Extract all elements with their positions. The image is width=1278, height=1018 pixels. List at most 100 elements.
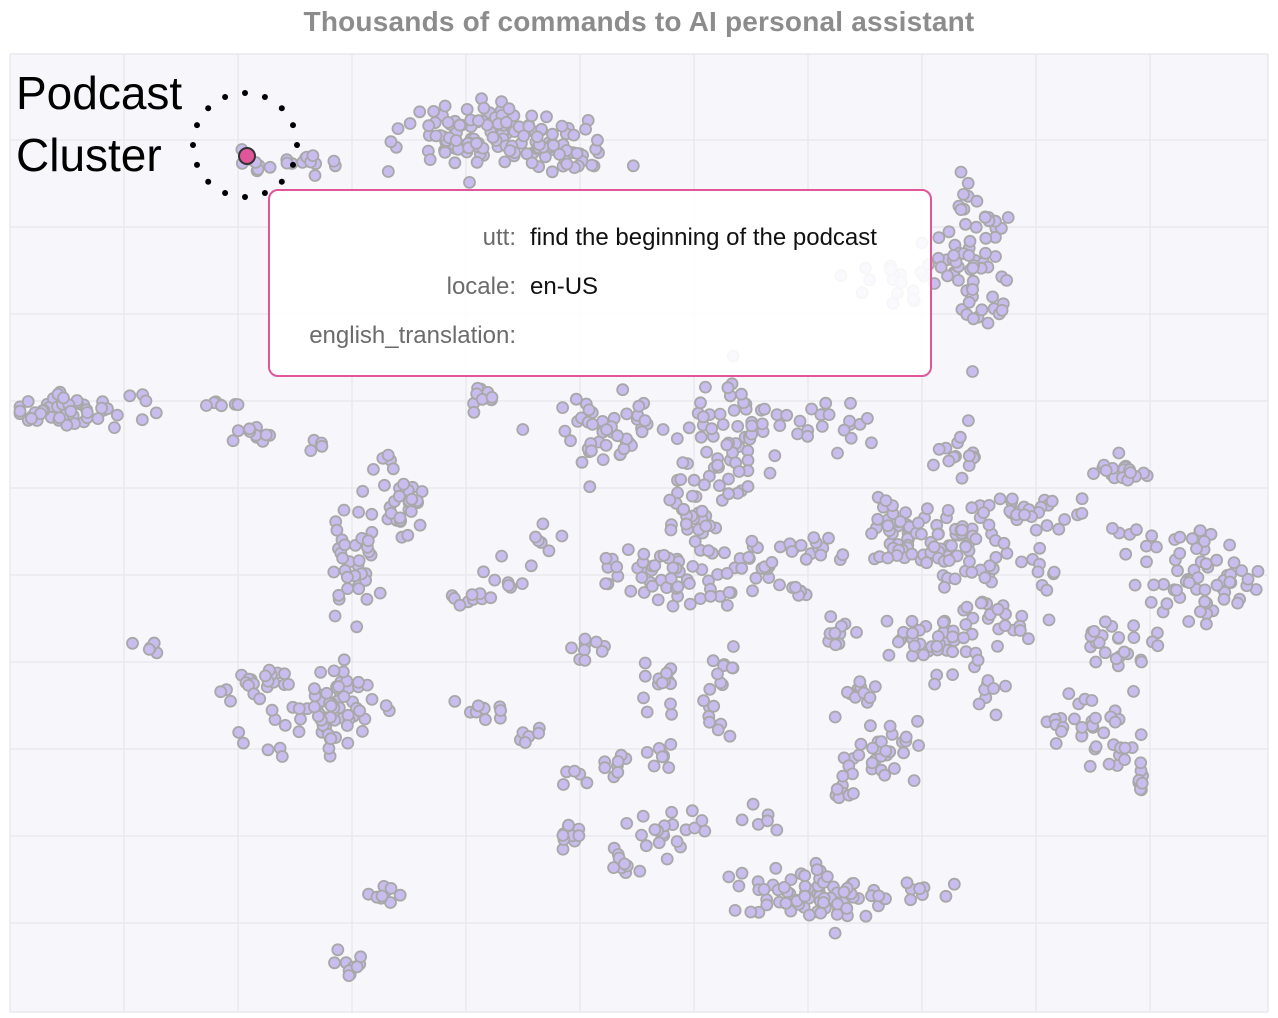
data-point[interactable] bbox=[545, 165, 559, 179]
data-point[interactable] bbox=[906, 626, 919, 640]
data-point[interactable] bbox=[610, 560, 624, 574]
data-point[interactable] bbox=[744, 905, 758, 919]
data-point[interactable] bbox=[946, 630, 959, 644]
data-point[interactable] bbox=[306, 149, 320, 163]
data-point[interactable] bbox=[1128, 578, 1142, 592]
data-point[interactable] bbox=[998, 619, 1012, 632]
data-points[interactable] bbox=[13, 92, 1265, 982]
data-point[interactable] bbox=[438, 145, 452, 159]
data-point[interactable] bbox=[665, 805, 678, 819]
data-point[interactable] bbox=[308, 169, 322, 182]
data-point[interactable] bbox=[1089, 655, 1103, 669]
data-point[interactable] bbox=[471, 114, 485, 128]
data-point[interactable] bbox=[892, 635, 905, 649]
data-point[interactable] bbox=[989, 708, 1003, 722]
data-point[interactable] bbox=[942, 225, 956, 239]
data-point[interactable] bbox=[819, 396, 833, 410]
data-point[interactable] bbox=[1092, 636, 1106, 649]
data-point[interactable] bbox=[865, 527, 878, 540]
data-point[interactable] bbox=[327, 664, 341, 678]
data-point[interactable] bbox=[931, 527, 945, 541]
data-point[interactable] bbox=[485, 390, 499, 404]
data-point[interactable] bbox=[824, 610, 838, 623]
data-point[interactable] bbox=[328, 609, 342, 623]
data-point[interactable] bbox=[449, 134, 463, 147]
data-point[interactable] bbox=[467, 405, 481, 419]
data-point[interactable] bbox=[611, 429, 624, 443]
data-point[interactable] bbox=[478, 713, 492, 726]
data-point[interactable] bbox=[341, 708, 355, 722]
data-point[interactable] bbox=[981, 316, 995, 330]
data-point[interactable] bbox=[499, 116, 513, 129]
data-point[interactable] bbox=[861, 411, 874, 425]
data-point[interactable] bbox=[324, 732, 338, 746]
data-point[interactable] bbox=[626, 159, 640, 173]
data-point[interactable] bbox=[1124, 466, 1137, 480]
data-point[interactable] bbox=[696, 410, 710, 424]
data-point[interactable] bbox=[959, 217, 972, 231]
data-point[interactable] bbox=[722, 472, 735, 486]
data-point[interactable] bbox=[1151, 639, 1165, 653]
data-point[interactable] bbox=[336, 551, 350, 565]
data-point[interactable] bbox=[524, 559, 538, 573]
data-point[interactable] bbox=[991, 602, 1005, 616]
data-point[interactable] bbox=[448, 695, 462, 708]
data-point[interactable] bbox=[836, 769, 850, 783]
data-point[interactable] bbox=[564, 434, 577, 448]
data-point[interactable] bbox=[687, 473, 701, 487]
data-point[interactable] bbox=[1029, 523, 1043, 537]
data-point[interactable] bbox=[337, 653, 351, 667]
data-point[interactable] bbox=[817, 896, 830, 909]
data-point[interactable] bbox=[243, 422, 256, 436]
data-point[interactable] bbox=[966, 261, 980, 275]
data-point[interactable] bbox=[760, 898, 774, 912]
data-point[interactable] bbox=[720, 438, 734, 452]
data-point[interactable] bbox=[350, 960, 364, 974]
data-point[interactable] bbox=[560, 157, 574, 171]
data-point[interactable] bbox=[907, 774, 921, 787]
data-point[interactable] bbox=[837, 885, 851, 899]
data-point[interactable] bbox=[598, 761, 612, 775]
data-point[interactable] bbox=[557, 778, 570, 791]
data-point[interactable] bbox=[1118, 753, 1131, 766]
data-point[interactable] bbox=[1160, 597, 1174, 611]
data-point[interactable] bbox=[365, 693, 379, 706]
data-point[interactable] bbox=[337, 690, 351, 703]
data-point[interactable] bbox=[572, 829, 586, 843]
data-point[interactable] bbox=[970, 194, 984, 208]
data-point[interactable] bbox=[384, 135, 398, 149]
data-point[interactable] bbox=[621, 543, 635, 556]
data-point[interactable] bbox=[484, 591, 498, 605]
data-point[interactable] bbox=[586, 417, 599, 431]
data-point[interactable] bbox=[699, 380, 712, 394]
data-point[interactable] bbox=[1150, 540, 1163, 554]
data-point[interactable] bbox=[703, 715, 716, 729]
data-point[interactable] bbox=[993, 492, 1007, 506]
data-point[interactable] bbox=[1089, 740, 1103, 753]
data-point[interactable] bbox=[556, 829, 570, 842]
data-point[interactable] bbox=[231, 424, 245, 438]
data-point[interactable] bbox=[705, 422, 718, 436]
data-point[interactable] bbox=[979, 231, 993, 245]
data-point[interactable] bbox=[657, 549, 671, 562]
data-point[interactable] bbox=[932, 442, 946, 456]
data-point[interactable] bbox=[780, 408, 794, 422]
data-point[interactable] bbox=[735, 813, 749, 827]
data-point[interactable] bbox=[881, 519, 895, 533]
data-point[interactable] bbox=[955, 471, 969, 485]
data-point[interactable] bbox=[477, 101, 491, 115]
data-point[interactable] bbox=[727, 403, 741, 417]
data-point[interactable] bbox=[565, 641, 578, 655]
data-point[interactable] bbox=[962, 295, 976, 309]
data-point[interactable] bbox=[758, 402, 771, 416]
data-point[interactable] bbox=[315, 439, 329, 453]
data-point[interactable] bbox=[265, 703, 279, 717]
data-point[interactable] bbox=[953, 430, 967, 444]
data-point[interactable] bbox=[805, 402, 818, 416]
data-point[interactable] bbox=[1170, 583, 1183, 597]
data-point[interactable] bbox=[814, 906, 828, 920]
data-point[interactable] bbox=[932, 231, 946, 245]
data-point[interactable] bbox=[1147, 578, 1161, 592]
data-point[interactable] bbox=[987, 682, 1000, 695]
